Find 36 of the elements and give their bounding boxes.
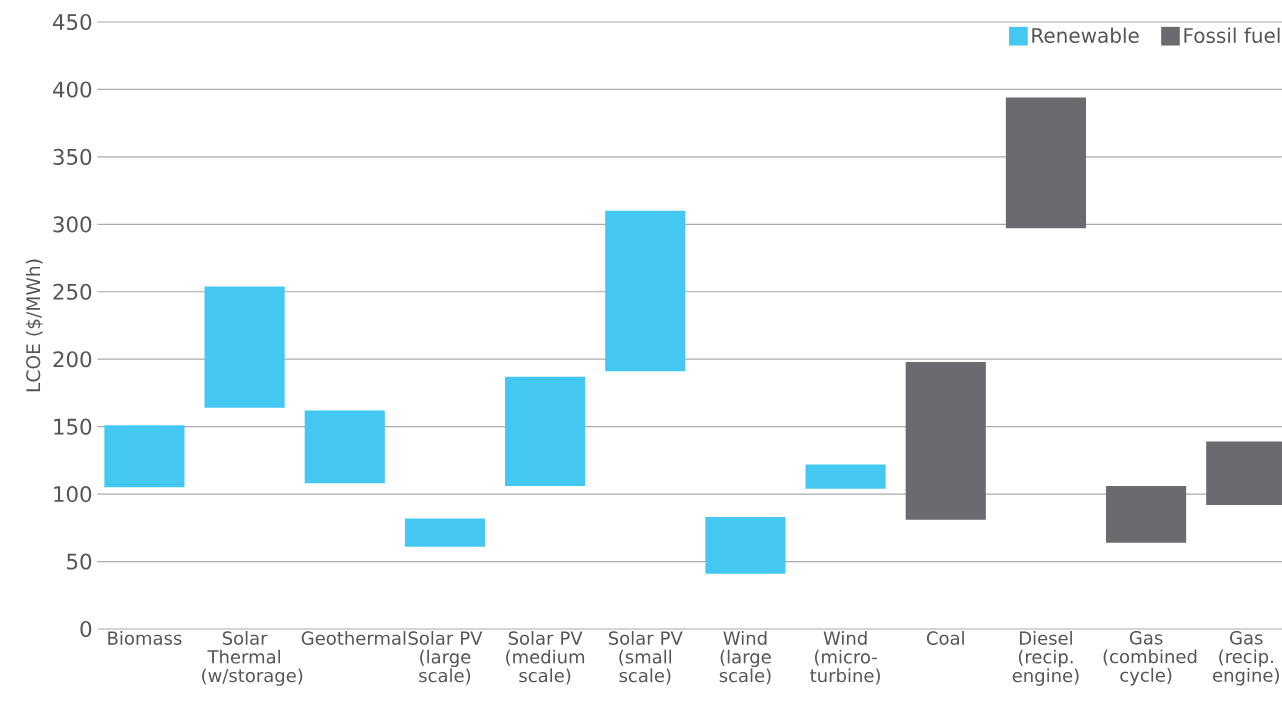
legend-label: Fossil fuel (1184, 27, 1280, 44)
y-tick-label: 200 (53, 351, 92, 368)
bar (505, 376, 586, 487)
y-tick-label: 400 (52, 81, 92, 98)
x-tick-label: Gas (combined cycle) (1103, 631, 1197, 686)
y-tick-label: 50 (67, 553, 92, 570)
y-tick-label: 300 (53, 216, 92, 233)
bar (104, 425, 185, 488)
bar (705, 517, 786, 574)
x-tick-label: Coal (926, 631, 964, 645)
x-tick-label: Solar Thermal (w/storage) (202, 631, 303, 686)
y-tick-label: 450 (52, 13, 92, 31)
bar (1005, 97, 1086, 229)
y-tick-label: 100 (54, 486, 92, 503)
x-tick-label: Gas (recip. engine) (1213, 631, 1279, 686)
bar (404, 518, 485, 547)
legend-label: Renewable (1032, 27, 1139, 44)
y-tick-label: 250 (53, 283, 92, 300)
bar (805, 464, 886, 489)
y-tick-label: 350 (53, 148, 92, 165)
x-tick-label: Solar PV (large scale) (408, 631, 483, 685)
y-tick-label: 0 (80, 620, 92, 638)
bar (204, 286, 285, 408)
y-axis-title: LCOE ($/MWh) (25, 259, 43, 392)
bar (605, 210, 686, 372)
x-tick-label: Geothermal (301, 631, 406, 645)
x-tick-label: Wind (micro-turbine) (810, 631, 880, 685)
x-tick-label: Biomass (108, 631, 182, 645)
x-tick-label: Diesel (recip. engine) (1012, 631, 1079, 686)
x-tick-label: Wind (large scale) (719, 631, 771, 685)
bar (304, 410, 385, 484)
bar (1106, 486, 1187, 543)
y-tick-label: 150 (54, 418, 92, 435)
bar (905, 361, 986, 520)
x-tick-label: Solar PV (small scale) (608, 631, 683, 685)
x-tick-label: Solar PV (medium scale) (506, 631, 585, 685)
